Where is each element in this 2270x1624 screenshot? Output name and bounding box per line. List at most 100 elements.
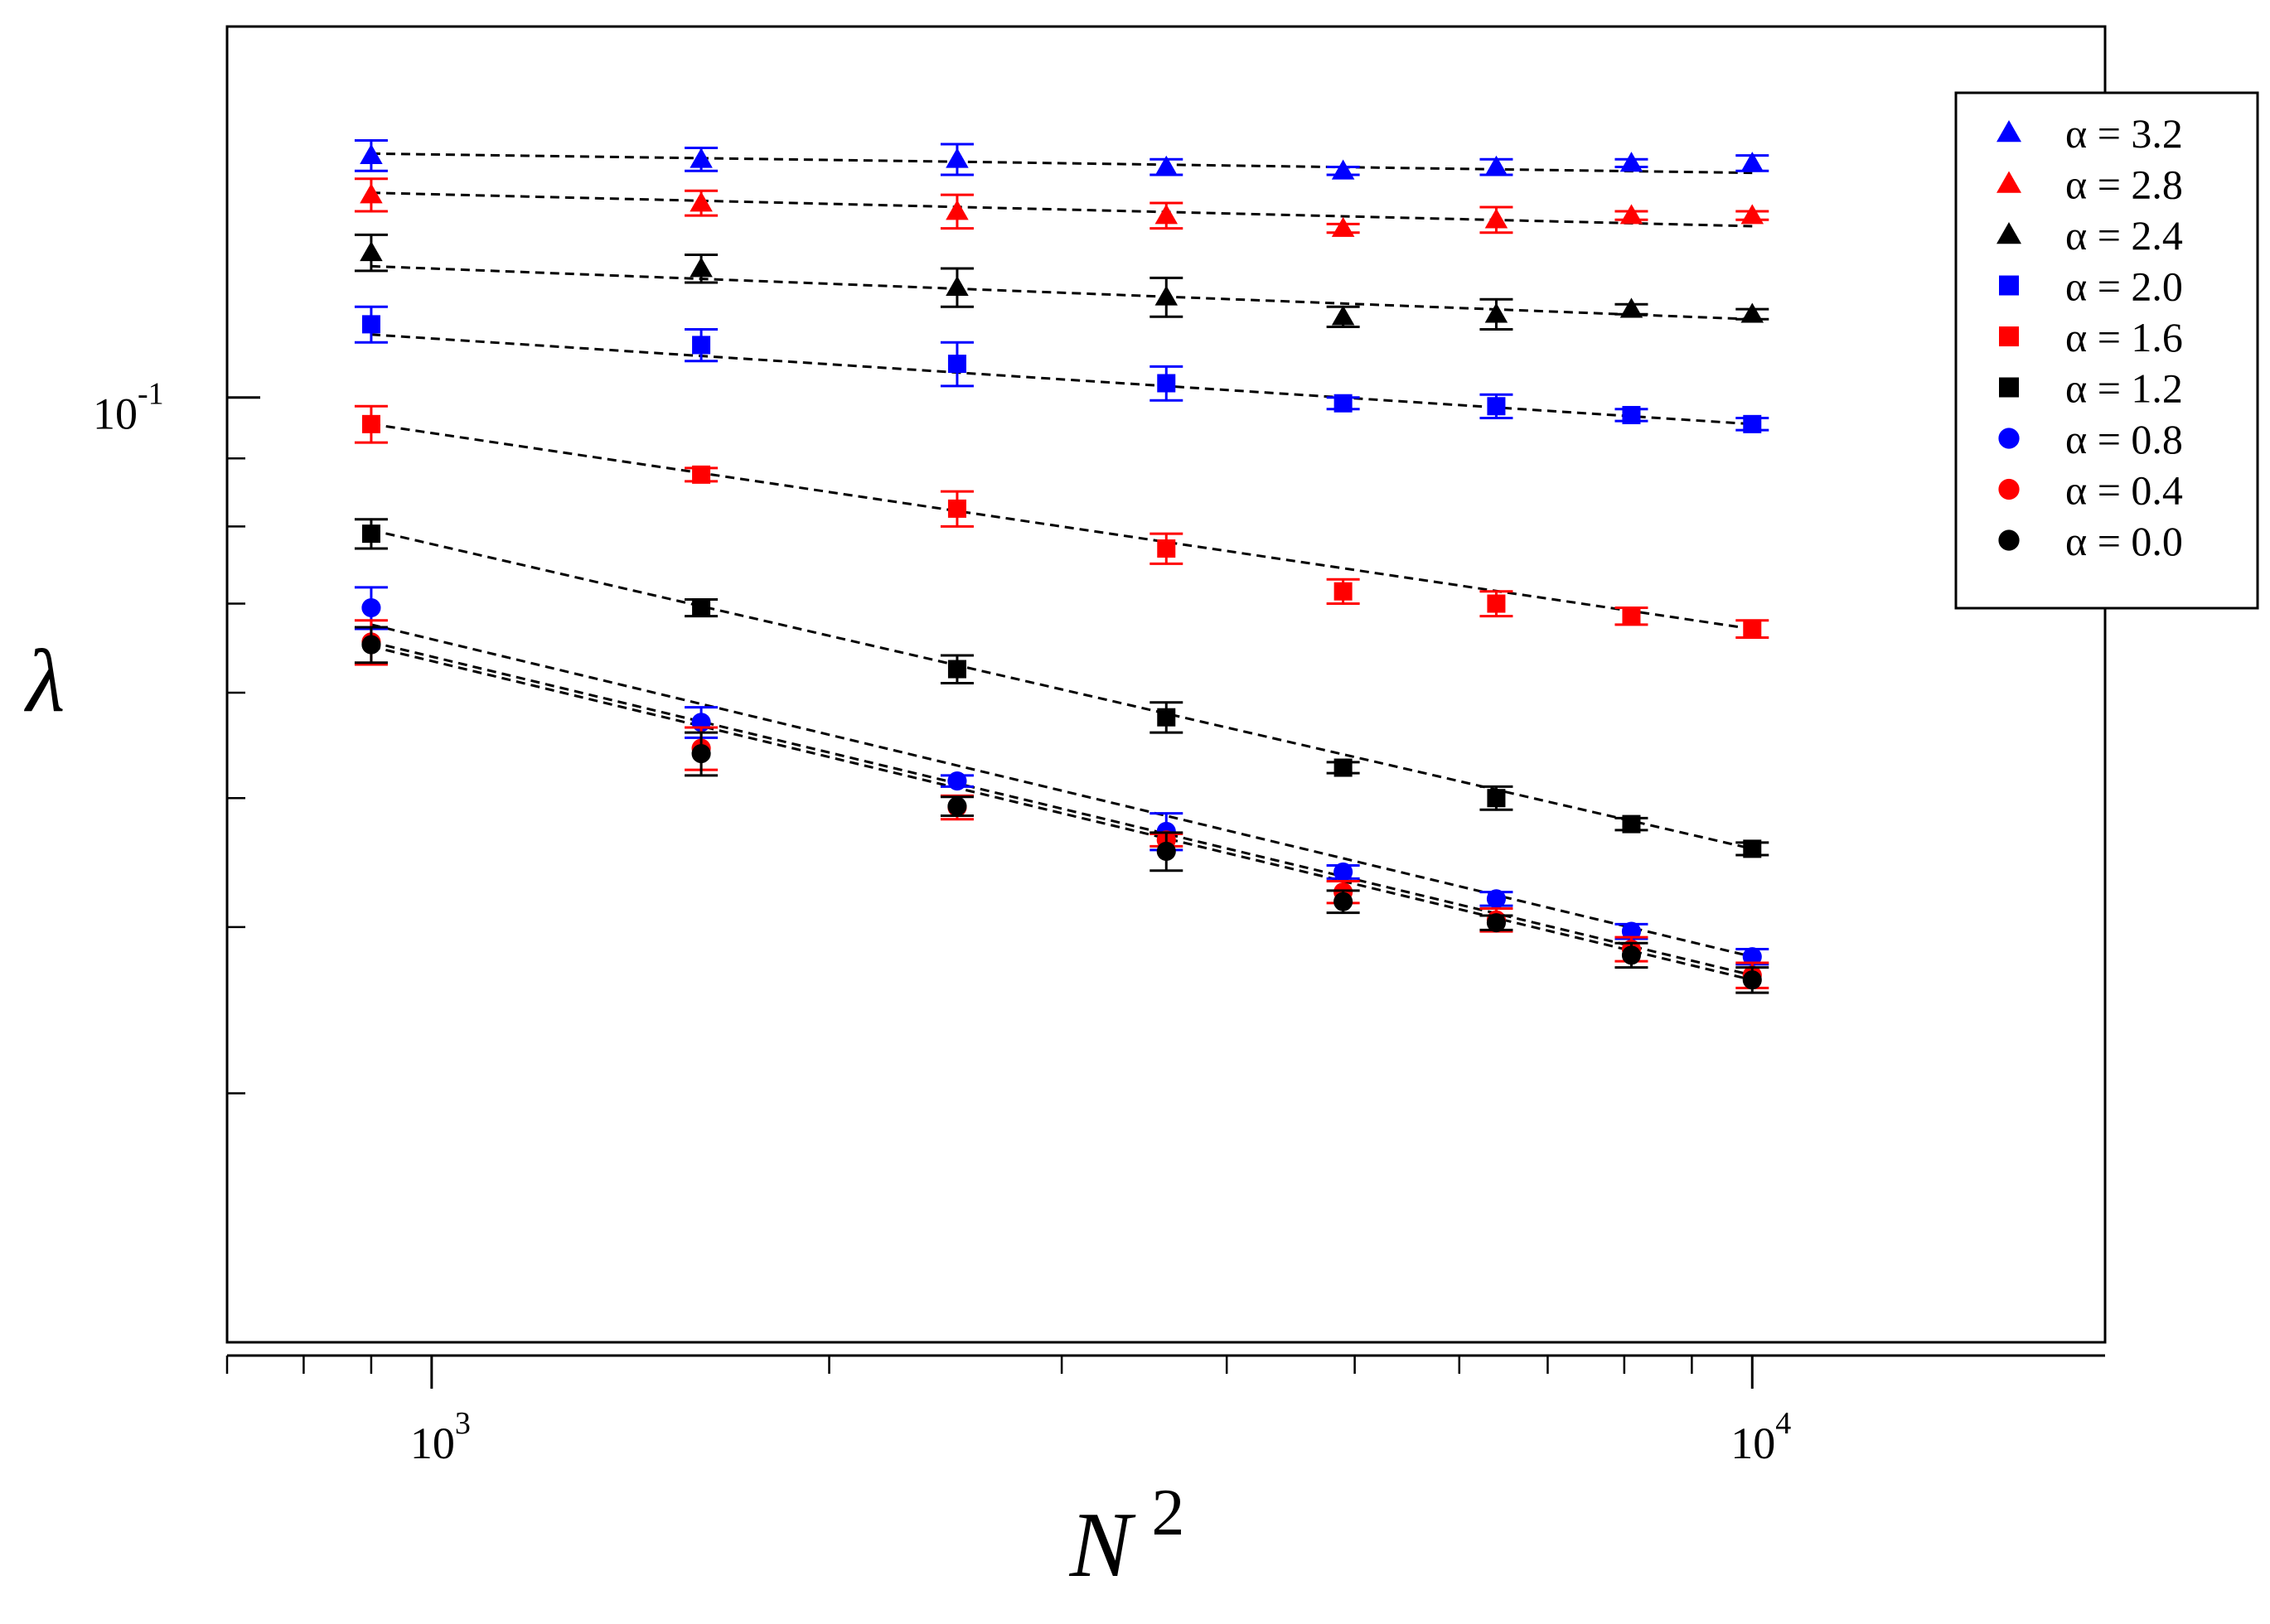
x-axis: 103 104 — [225, 1354, 2105, 1468]
legend-marker-8 — [1998, 529, 2020, 551]
data-point-0-3 — [1154, 155, 1179, 176]
fit-line-0 — [370, 152, 1753, 175]
legend-marker-0 — [1997, 120, 2021, 143]
fit-line-6 — [370, 623, 1753, 959]
data-point-1-1 — [690, 191, 713, 212]
data-points — [354, 139, 1769, 994]
legend-marker-1 — [1997, 171, 2021, 193]
data-point-8-1 — [691, 743, 711, 764]
data-point-5-0 — [361, 524, 380, 544]
data-point-1-5 — [1484, 208, 1508, 229]
data-point-8-5 — [1486, 913, 1506, 933]
data-point-3-0 — [361, 315, 380, 334]
legend-marker-2 — [1997, 222, 2021, 244]
data-point-2-6 — [1619, 297, 1643, 318]
data-point-6-2 — [947, 771, 967, 791]
fit-line-1 — [370, 191, 1753, 228]
x-tick-label-1: 104 — [1730, 1406, 1791, 1468]
data-point-6-4 — [1333, 862, 1353, 882]
data-point-5-2 — [947, 660, 966, 679]
data-point-0-6 — [1619, 152, 1643, 172]
plot-area-frame — [225, 25, 2107, 1344]
data-point-2-0 — [360, 241, 383, 262]
data-point-2-1 — [690, 257, 713, 278]
data-point-1-6 — [1619, 204, 1643, 225]
fit-line-3 — [370, 333, 1753, 426]
data-point-3-3 — [1157, 374, 1176, 393]
fit-line-5 — [370, 529, 1753, 850]
data-point-1-4 — [1331, 216, 1355, 237]
data-point-2-2 — [946, 275, 969, 297]
data-point-4-7 — [1743, 620, 1762, 639]
fit-lines — [370, 152, 1753, 982]
data-point-0-2 — [946, 147, 969, 168]
data-point-2-4 — [1331, 305, 1355, 326]
legend-marker-3 — [1999, 275, 2019, 296]
legend: α = 3.2 α = 2.8α = 2.4α = 2.0α = 1.6 α = 1… — [1954, 91, 2259, 610]
data-point-3-7 — [1743, 414, 1762, 433]
data-point-4-3 — [1157, 539, 1176, 558]
data-point-4-0 — [361, 414, 380, 433]
legend-label-2: α = 2.4 — [2065, 212, 2183, 259]
fit-line-7 — [370, 640, 1753, 977]
data-point-8-4 — [1333, 892, 1353, 911]
legend-label-1: α = 2.8 — [2065, 162, 2183, 208]
data-point-1-0 — [360, 183, 383, 204]
data-point-8-0 — [361, 635, 381, 655]
data-point-4-4 — [1333, 582, 1353, 601]
data-point-1-7 — [1740, 204, 1764, 225]
legend-label-5: α = 1.2 — [2065, 365, 2183, 412]
data-point-5-4 — [1333, 758, 1353, 777]
legend-label-3: α = 2.0 — [2065, 263, 2183, 310]
data-point-0-0 — [360, 143, 383, 164]
y-axis: 10-1 — [93, 377, 260, 1095]
y-tick-label-0: 10-1 — [93, 377, 164, 439]
legend-marker-4 — [1999, 326, 2019, 346]
data-point-6-0 — [361, 597, 381, 618]
data-point-5-1 — [692, 598, 711, 617]
legend-label-0: α = 3.2 — [2065, 110, 2183, 157]
data-point-4-5 — [1487, 594, 1506, 613]
legend-label-7: α = 0.4 — [2065, 467, 2183, 514]
data-point-6-7 — [1742, 947, 1762, 967]
data-point-2-5 — [1484, 302, 1508, 323]
legend-marker-6 — [1998, 428, 2020, 449]
data-point-1-2 — [946, 200, 969, 220]
fit-line-4 — [370, 423, 1753, 631]
data-point-0-1 — [690, 147, 713, 168]
fit-line-2 — [370, 264, 1753, 321]
data-point-5-6 — [1622, 814, 1641, 834]
data-point-4-6 — [1622, 607, 1641, 626]
data-point-8-2 — [947, 796, 967, 816]
data-point-2-3 — [1154, 285, 1179, 306]
legend-label-6: α = 0.8 — [2065, 416, 2183, 462]
legend-marker-7 — [1998, 478, 2020, 500]
data-point-6-5 — [1486, 889, 1506, 909]
fit-line-8 — [370, 645, 1753, 982]
data-point-5-7 — [1743, 839, 1762, 858]
data-point-3-1 — [692, 336, 711, 355]
y-axis-label: λ — [24, 632, 65, 731]
data-point-3-5 — [1487, 397, 1506, 416]
x-tick-label-0: 103 — [410, 1406, 471, 1468]
data-point-8-7 — [1742, 970, 1762, 990]
data-point-8-6 — [1621, 945, 1642, 965]
data-point-0-7 — [1740, 152, 1764, 172]
data-point-1-3 — [1154, 204, 1179, 225]
data-point-4-2 — [947, 499, 966, 518]
data-point-3-6 — [1622, 405, 1641, 424]
legend-marker-5 — [1999, 377, 2019, 398]
data-point-0-5 — [1484, 155, 1508, 176]
data-point-8-3 — [1156, 841, 1176, 862]
data-point-3-4 — [1333, 394, 1353, 413]
data-point-2-7 — [1740, 302, 1764, 323]
data-point-0-4 — [1331, 159, 1355, 180]
data-point-5-5 — [1487, 789, 1506, 808]
legend-label-8: α = 0.0 — [2065, 518, 2183, 564]
data-point-5-3 — [1157, 708, 1176, 727]
data-point-3-2 — [947, 355, 966, 374]
data-point-4-1 — [692, 465, 711, 484]
legend-label-4: α = 1.6 — [2065, 314, 2183, 360]
